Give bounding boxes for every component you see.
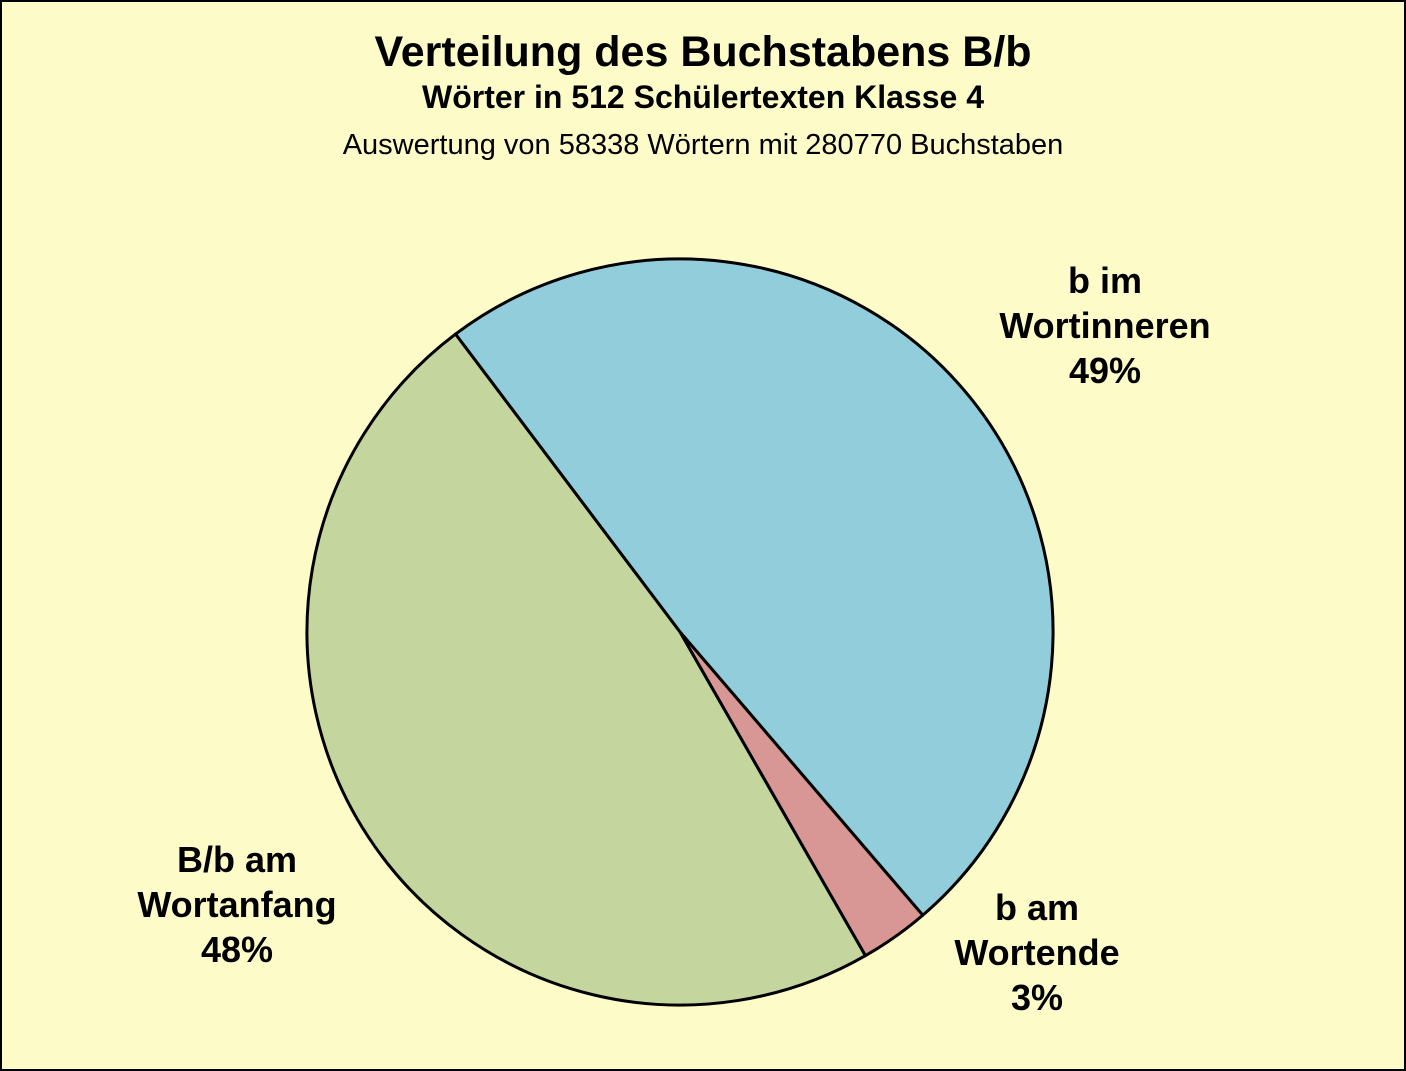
- slice-label-line: Wortinneren: [999, 305, 1211, 346]
- slice-label-value: 48%: [200, 929, 274, 970]
- chart-note: Auswertung von 58338 Wörtern mit 280770 …: [342, 129, 1064, 161]
- slice-label-b-am-wortanfang: B/b am Wortanfang 48%: [137, 837, 336, 972]
- chart-title: Verteilung des Buchstabens B/b: [374, 28, 1032, 76]
- slice-label-b-im-wortinneren: b im Wortinneren 49%: [999, 258, 1210, 393]
- slice-label-value: 49%: [1068, 350, 1142, 391]
- pie-slice-b-im-wortinneren: [454, 257, 1055, 917]
- pie-slice-b-am-wortanfang: [305, 332, 867, 1007]
- slice-label-line: Wortende: [954, 932, 1120, 973]
- slice-label-line: B/b am: [176, 839, 298, 880]
- slice-label-value: 3%: [1010, 977, 1064, 1018]
- slice-label-line: Wortanfang: [137, 884, 337, 925]
- chart-subtitle: Wörter in 512 Schülertexten Klasse 4: [422, 79, 984, 115]
- slice-label-line: b am: [994, 887, 1080, 928]
- slice-label-b-am-wortende: b am Wortende 3%: [954, 885, 1119, 1020]
- slice-label-line: b im: [1067, 260, 1142, 301]
